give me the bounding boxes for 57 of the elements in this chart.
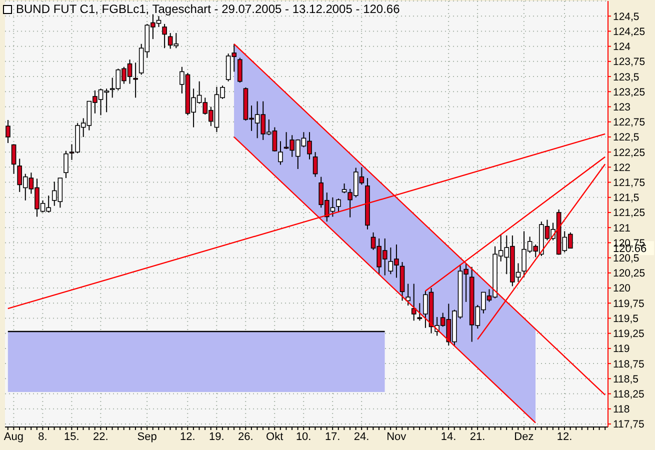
x-tick-label: Nov (386, 430, 407, 443)
y-tick-label: 123,5 (613, 71, 640, 84)
candlestick (406, 283, 410, 306)
candlestick (417, 302, 422, 322)
y-tick-label: 120,5 (613, 252, 640, 265)
x-tick-label: Okt (266, 430, 284, 443)
x-tick-label: 22. (93, 430, 108, 443)
y-tick-label: 122,5 (613, 132, 640, 144)
candlestick (64, 150, 68, 179)
y-tick-label: 119,75 (613, 298, 644, 310)
x-tick-label: 12. (180, 430, 196, 443)
candlestick (238, 57, 242, 84)
y-tick-label: 122,25 (613, 146, 646, 159)
candlestick (278, 140, 283, 166)
y-tick-label: 119 (613, 343, 630, 356)
y-tick-label: 122 (613, 162, 631, 174)
x-tick-label: 12. (556, 430, 572, 443)
x-tick-label: 26. (238, 430, 254, 443)
x-tick-label: 8. (38, 430, 48, 443)
candlestick (133, 62, 138, 98)
x-tick-label: 19. (208, 430, 224, 443)
x-tick-label: 15. (64, 430, 80, 443)
x-tick-label: Dez (514, 430, 534, 443)
y-tick-label: 121,75 (613, 177, 646, 190)
y-tick-label: 120 (613, 282, 631, 295)
y-tick-label: 123 (613, 101, 631, 114)
y-tick-label: 118,25 (613, 388, 644, 400)
y-tick-label: 123,25 (613, 86, 646, 98)
x-tick-label: 21. (470, 430, 486, 443)
y-tick-label: 118 (613, 404, 630, 416)
x-tick-label: Sep (137, 430, 157, 443)
candlestick (411, 283, 416, 322)
y-tick-label: 124 (613, 41, 631, 54)
candlestick (336, 198, 341, 213)
y-tick-label: 119,25 (613, 328, 644, 340)
candlestick (6, 120, 10, 144)
y-tick-label: 123,75 (613, 56, 646, 68)
y-tick-label: 124,5 (613, 10, 640, 23)
candlestick (162, 23, 167, 49)
y-tick-label: 122,75 (613, 116, 646, 129)
y-tick-label: 118,75 (613, 358, 644, 370)
y-tick-label: 121,5 (613, 192, 640, 204)
y-tick-label: 121 (613, 222, 631, 234)
x-tick-label: 17. (324, 430, 340, 443)
chart-title: BUND FUT C1, FGBLc1, Tageschart - 29.07.2005 - 13.12.2005 - 120.66 (16, 2, 400, 16)
x-tick-label: 24. (354, 430, 370, 443)
y-tick-label: 119,5 (613, 312, 639, 325)
y-tick-label: 117,75 (613, 418, 644, 431)
candlestick (11, 144, 16, 174)
x-tick-label: 14. (440, 430, 456, 443)
candlestick (312, 152, 318, 178)
y-tick-label: 120,25 (613, 268, 646, 280)
x-tick-label: 10. (296, 430, 312, 443)
y-tick-label: 124,25 (613, 26, 646, 38)
y-tick-label: 121,25 (613, 207, 646, 220)
x-tick-label: Aug (4, 430, 24, 443)
y-tick-label: 118,5 (613, 373, 639, 386)
